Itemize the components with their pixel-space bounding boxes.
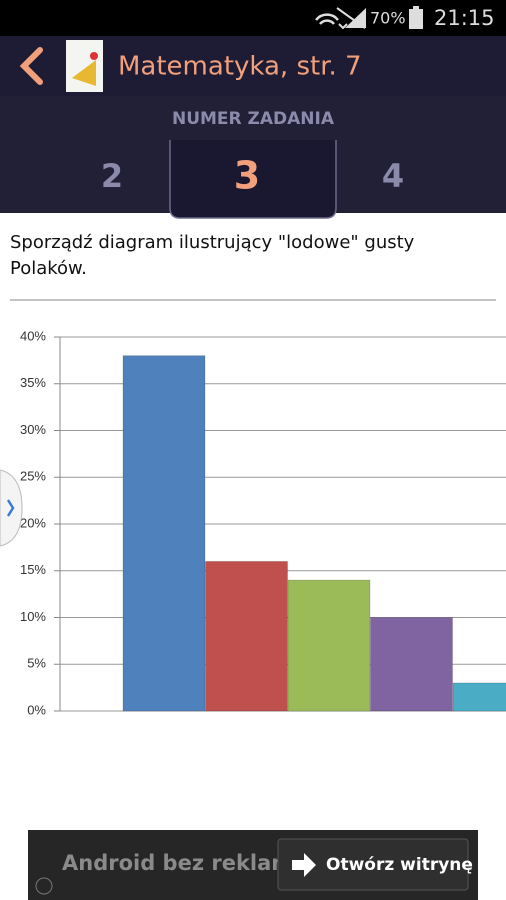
clock: 21:15 <box>434 6 495 30</box>
battery-tip <box>413 6 419 9</box>
back-button[interactable] <box>19 47 43 85</box>
y-tick-label: 35% <box>20 375 46 390</box>
y-tick-label: 10% <box>20 609 46 624</box>
side-handle[interactable] <box>0 469 23 547</box>
ad-text: Android bez reklam <box>62 851 293 875</box>
status-bar <box>0 0 506 36</box>
y-tick-label: 0% <box>27 702 46 717</box>
y-tick-label: 15% <box>20 562 46 577</box>
signal-icon <box>345 8 366 28</box>
bar <box>452 682 506 712</box>
ad-info-icon[interactable] <box>35 877 53 895</box>
tab[interactable]: 2 <box>101 157 123 195</box>
book-cover <box>66 40 103 92</box>
battery-icon <box>409 9 423 29</box>
chart: 0% 5% 10% 15% 20% 25% 30% 35% 40% <box>20 328 506 717</box>
ad-button-text: Otwórz witrynę <box>326 855 473 875</box>
bar <box>205 560 288 712</box>
y-tick-label: 25% <box>20 469 46 484</box>
tab[interactable]: 4 <box>382 157 404 195</box>
app-title: Matematyka, str. 7 <box>118 52 362 82</box>
tab-header: NUMER ZADANIA <box>172 109 335 129</box>
selected-tab-frame <box>169 140 337 219</box>
y-tick-label: 30% <box>20 422 46 437</box>
y-tick-label: 40% <box>20 328 46 343</box>
ad-button[interactable] <box>277 838 469 891</box>
tab-selected[interactable]: 3 <box>234 154 260 198</box>
book-cover-badge <box>90 52 98 60</box>
bar <box>122 355 206 712</box>
bar <box>287 579 371 712</box>
book-cover-art <box>72 60 96 86</box>
task-text: Polaków. <box>10 258 87 279</box>
y-tick-label: 5% <box>27 656 46 671</box>
y-tick-label: 20% <box>20 515 46 530</box>
task-text: Sporządź diagram ilustrujący "lodowe" gu… <box>10 232 415 253</box>
battery-percent: 70% <box>370 9 406 28</box>
side-handle-arrow <box>6 499 15 517</box>
bar <box>370 617 453 712</box>
wifi-icon <box>315 13 339 25</box>
ad-button-arrow <box>292 853 316 877</box>
